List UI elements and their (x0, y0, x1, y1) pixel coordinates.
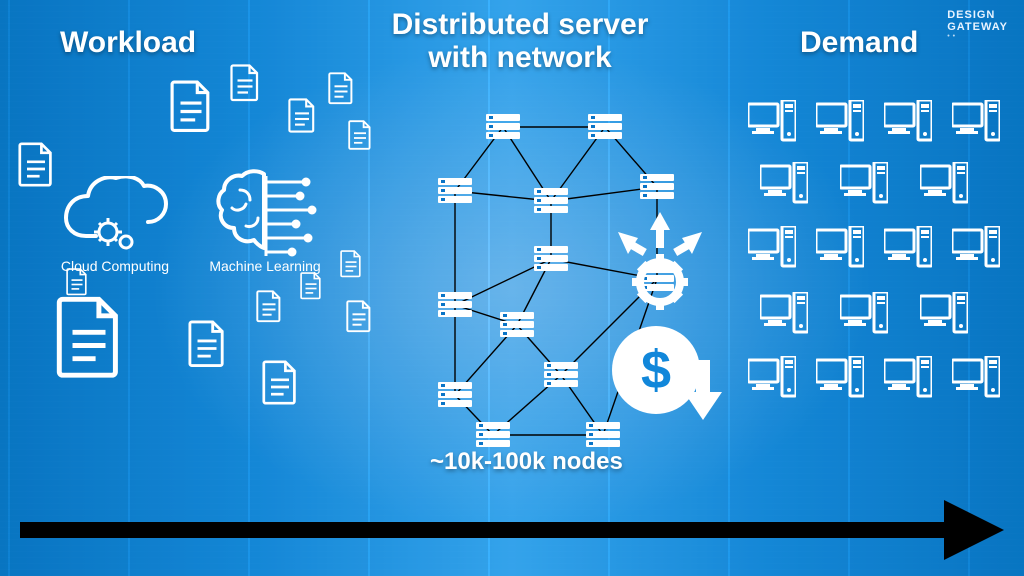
desktop-pc-icon (748, 226, 796, 272)
desktop-pc-icon (760, 162, 808, 208)
cost-down-icon: $ (606, 320, 726, 430)
title-workload: Workload (60, 26, 196, 60)
server-node-icon (438, 292, 472, 318)
desktop-pc-icon (920, 292, 968, 338)
title-center: Distributed server with network (360, 8, 680, 74)
server-node-icon (588, 114, 622, 140)
logo-line2: GATEWAY (947, 21, 1008, 33)
desktop-pc-icon (748, 100, 796, 146)
svg-text:$: $ (641, 340, 671, 400)
server-node-icon (486, 114, 520, 140)
subtitle-nodes: ~10k-100k nodes (430, 448, 623, 476)
document-icon (66, 268, 88, 296)
desktop-pc-icon (952, 356, 1000, 402)
desktop-pc-icon (816, 100, 864, 146)
desktop-pc-icon (840, 162, 888, 208)
flow-arrow (20, 510, 1004, 550)
scale-out-icon (600, 210, 720, 320)
desktop-pc-icon (760, 292, 808, 338)
logo-line1: DESIGN (947, 9, 995, 21)
document-icon (256, 290, 282, 323)
desktop-pc-icon (816, 356, 864, 402)
document-icon (188, 320, 226, 368)
arrow-shaft (20, 522, 944, 538)
desktop-pc-icon (952, 100, 1000, 146)
title-demand: Demand (800, 26, 918, 60)
document-icon (300, 272, 322, 300)
desktop-pc-icon (884, 226, 932, 272)
document-icon (328, 72, 354, 105)
server-node-icon (476, 422, 510, 448)
cloud-computing-icon (62, 176, 172, 254)
document-icon (262, 360, 298, 405)
arrow-head-icon (944, 500, 1004, 560)
server-node-icon (544, 362, 578, 388)
desktop-pc-icon (840, 292, 888, 338)
document-icon (170, 80, 212, 133)
document-icon (348, 120, 372, 150)
server-node-icon (534, 188, 568, 214)
server-node-icon (534, 246, 568, 272)
server-node-icon (438, 178, 472, 204)
infographic-stage: DESIGN GATEWAY •• Workload Distributed s… (0, 0, 1024, 576)
desktop-pc-icon (816, 226, 864, 272)
machine-learning-icon (210, 168, 320, 264)
document-icon (346, 300, 372, 333)
server-node-icon (438, 382, 472, 408)
desktop-pc-icon (884, 100, 932, 146)
server-node-icon (500, 312, 534, 338)
document-icon (18, 142, 54, 187)
desktop-pc-icon (884, 356, 932, 402)
document-icon (56, 296, 122, 379)
brand-logo: DESIGN GATEWAY •• (947, 10, 1008, 40)
desktop-pc-icon (952, 226, 1000, 272)
document-icon (230, 64, 260, 102)
document-icon (288, 98, 316, 133)
desktop-pc-icon (748, 356, 796, 402)
logo-tag: •• (947, 33, 1008, 40)
desktop-pc-icon (920, 162, 968, 208)
server-node-icon (640, 174, 674, 200)
document-icon (340, 250, 362, 278)
